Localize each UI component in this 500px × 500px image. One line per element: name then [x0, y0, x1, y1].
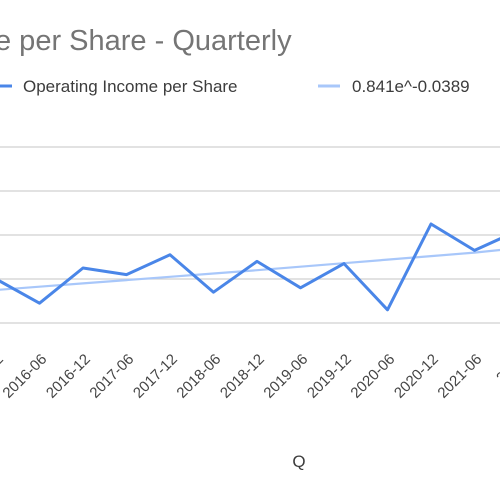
- x-tick-label: 2019-06: [260, 351, 311, 402]
- legend-label-trendline: 0.841e^-0.0389: [352, 77, 470, 96]
- x-tick-label: 2021: [493, 351, 500, 387]
- x-tick-label: 2019-12: [304, 351, 355, 402]
- x-axis-ticks: 2015-122016-062016-122017-062017-122018-…: [0, 351, 500, 402]
- x-tick-label: 2020-06: [347, 351, 398, 402]
- legend: Operating Income per Share 0.841e^-0.038…: [0, 77, 470, 96]
- x-tick-label: 2018-06: [173, 351, 224, 402]
- gridlines: [0, 146, 500, 324]
- x-tick-label: 2021-06: [434, 351, 485, 402]
- series-line-trendline: [0, 248, 500, 291]
- legend-label-operating-income: Operating Income per Share: [23, 77, 238, 96]
- series-line-operating-income: [0, 222, 500, 312]
- x-tick-label: 2017-06: [86, 351, 137, 402]
- x-tick-label: 2018-12: [217, 351, 268, 402]
- x-tick-label: 2016-12: [43, 351, 94, 402]
- chart-title: e per Share - Quarterly: [0, 25, 292, 57]
- x-tick-label: 2020-12: [391, 351, 442, 402]
- x-tick-label: 2017-12: [130, 351, 181, 402]
- series-lines: [0, 222, 500, 312]
- x-axis-label: Q: [292, 452, 305, 471]
- x-tick-label: 2016-06: [0, 351, 50, 402]
